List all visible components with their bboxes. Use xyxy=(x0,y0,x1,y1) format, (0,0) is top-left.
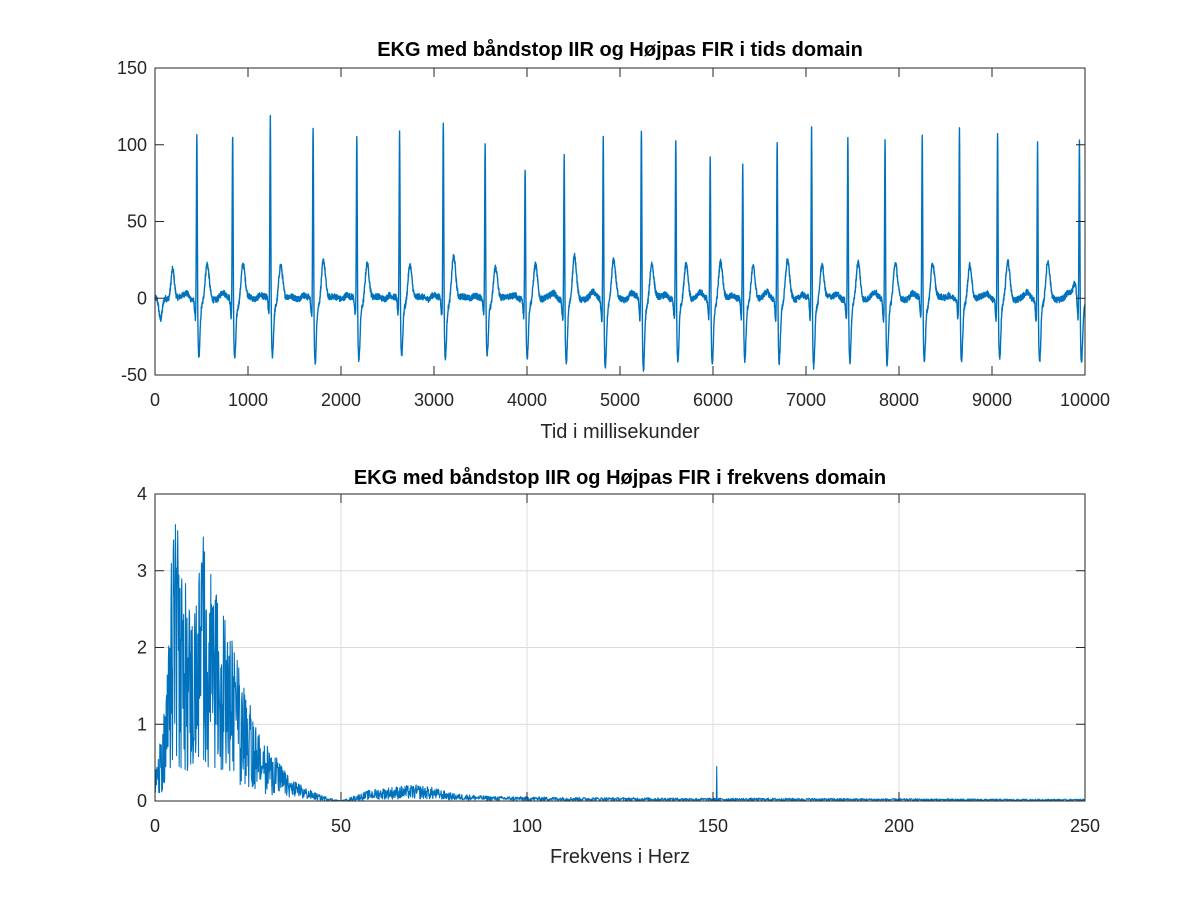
time-series-line xyxy=(154,114,1086,372)
x-tick-label: 250 xyxy=(1070,816,1100,836)
x-tick-label: 0 xyxy=(150,816,160,836)
x-tick-label: 9000 xyxy=(972,390,1012,410)
y-tick-label: 0 xyxy=(137,288,147,308)
x-tick-label: 7000 xyxy=(786,390,826,410)
x-tick-label: 2000 xyxy=(321,390,361,410)
time-axes-box xyxy=(154,67,1086,376)
x-tick-label: 5000 xyxy=(600,390,640,410)
x-tick-label: 1000 xyxy=(228,390,268,410)
x-tick-label: 10000 xyxy=(1060,390,1110,410)
y-tick-label: -50 xyxy=(121,365,147,385)
x-tick-label: 3000 xyxy=(414,390,454,410)
y-tick-label: 1 xyxy=(137,714,147,734)
time-domain-plot: EKG med båndstop IIR og Højpas FIR i tid… xyxy=(117,38,1110,443)
time-domain-title: EKG med båndstop IIR og Højpas FIR i tid… xyxy=(377,38,863,61)
frequency-domain-plot: EKG med båndstop IIR og Højpas FIR i fre… xyxy=(137,466,1100,868)
frequency-series-line xyxy=(154,524,1086,802)
time-x-axis-label: Tid i millisekunder xyxy=(540,421,700,443)
ecg-frequency-trace xyxy=(154,524,1086,802)
frequency-x-axis-label: Frekvens i Herz xyxy=(550,846,690,868)
y-tick-label: 100 xyxy=(117,135,147,155)
frequency-grid xyxy=(155,494,1085,801)
y-tick-label: 3 xyxy=(137,561,147,581)
time-ticks: 0 1000 2000 3000 4000 5000 6000 7000 8000 9000 100… xyxy=(117,58,1110,410)
y-tick-label: 4 xyxy=(137,484,147,504)
y-tick-label: 50 xyxy=(127,212,147,232)
x-tick-label: 0 xyxy=(150,390,160,410)
x-tick-label: 50 xyxy=(331,816,351,836)
x-tick-label: 4000 xyxy=(507,390,547,410)
y-tick-label: 150 xyxy=(117,58,147,78)
frequency-ticks: 0 50 100 150 200 250 0 1 2 3 4 xyxy=(137,484,1100,836)
frequency-domain-title: EKG med båndstop IIR og Højpas FIR i fre… xyxy=(354,466,886,489)
x-tick-label: 150 xyxy=(698,816,728,836)
x-tick-label: 100 xyxy=(512,816,542,836)
y-tick-label: 0 xyxy=(137,791,147,811)
x-tick-label: 6000 xyxy=(693,390,733,410)
x-tick-label: 200 xyxy=(884,816,914,836)
y-tick-label: 2 xyxy=(137,638,147,658)
x-tick-label: 8000 xyxy=(879,390,919,410)
ecg-time-trace xyxy=(154,114,1086,372)
